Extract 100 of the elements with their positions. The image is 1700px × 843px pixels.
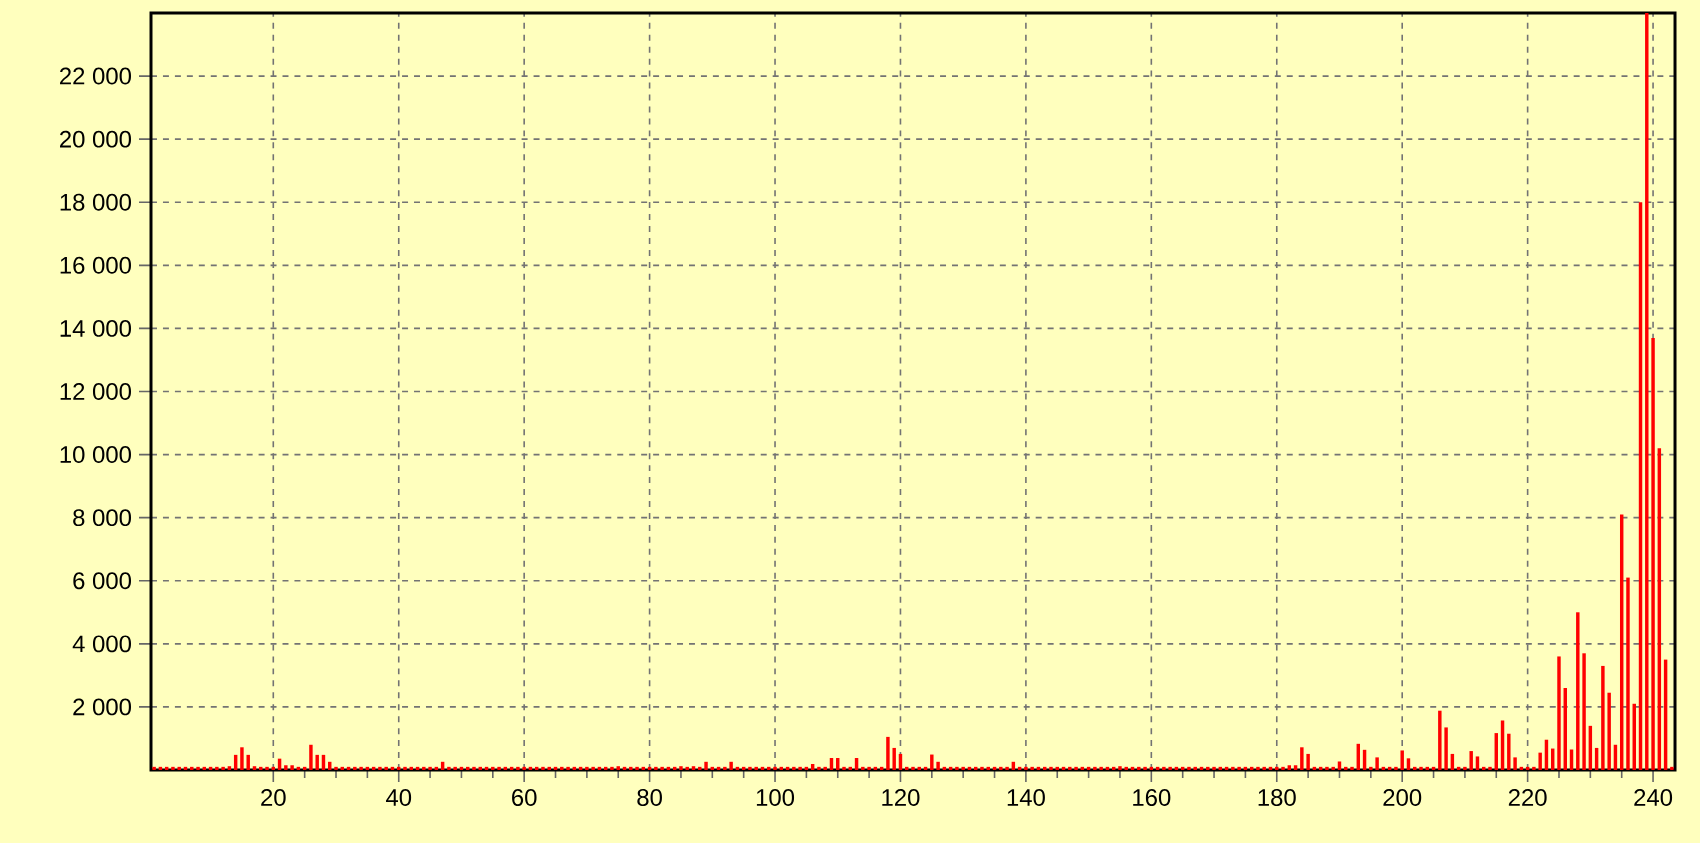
x-tick-label: 120 bbox=[882, 789, 920, 806]
bar bbox=[691, 766, 696, 770]
bar bbox=[171, 766, 175, 770]
bar bbox=[1469, 751, 1473, 770]
bar bbox=[817, 766, 821, 770]
bar bbox=[516, 766, 520, 770]
bar bbox=[284, 765, 288, 770]
bar bbox=[1670, 766, 1674, 770]
x-tick-label: 240 bbox=[1634, 789, 1673, 806]
x-tick-label: 80 bbox=[637, 789, 662, 806]
bar bbox=[1162, 766, 1166, 770]
bar bbox=[936, 761, 940, 770]
bar bbox=[1293, 765, 1298, 770]
bar bbox=[428, 766, 432, 770]
bar bbox=[1419, 766, 1423, 770]
bar bbox=[1369, 766, 1373, 770]
y-tick-label: 6 000 bbox=[73, 572, 131, 590]
bar bbox=[1049, 766, 1053, 770]
bar bbox=[1231, 766, 1235, 770]
bar bbox=[1212, 766, 1216, 770]
y-tick-label: 2 000 bbox=[73, 698, 131, 716]
bar bbox=[930, 754, 934, 770]
bar bbox=[1607, 692, 1611, 770]
bar bbox=[1005, 766, 1009, 770]
bar bbox=[290, 765, 294, 770]
bar bbox=[265, 766, 269, 770]
bar bbox=[309, 744, 313, 770]
bar bbox=[1118, 766, 1122, 770]
y-tick-label: 20 000 bbox=[60, 130, 131, 148]
bar bbox=[792, 766, 796, 770]
x-tick-label: 200 bbox=[1383, 789, 1422, 806]
bar bbox=[422, 766, 426, 770]
bar bbox=[196, 766, 200, 770]
bar bbox=[315, 754, 319, 770]
bar bbox=[842, 766, 846, 770]
bar bbox=[359, 766, 363, 770]
bar bbox=[635, 766, 639, 770]
bar bbox=[497, 766, 501, 770]
bar bbox=[252, 766, 257, 770]
bar bbox=[748, 766, 752, 770]
bar bbox=[221, 766, 225, 770]
bar bbox=[1068, 766, 1072, 770]
bar bbox=[453, 766, 457, 770]
bar bbox=[1287, 765, 1292, 770]
bar bbox=[1438, 710, 1442, 770]
y-tick-label: 10 000 bbox=[60, 446, 131, 464]
bar bbox=[1463, 766, 1467, 770]
bar bbox=[823, 766, 827, 770]
bar bbox=[1513, 757, 1517, 770]
bar bbox=[1137, 766, 1141, 770]
bar bbox=[353, 766, 357, 770]
bar bbox=[654, 766, 658, 770]
y-tick-label: 12 000 bbox=[60, 383, 131, 400]
bar bbox=[240, 747, 244, 770]
bar bbox=[227, 766, 232, 770]
bar bbox=[1256, 766, 1260, 770]
bar bbox=[1582, 653, 1586, 770]
bar bbox=[215, 766, 219, 770]
bar bbox=[1444, 727, 1448, 770]
bar bbox=[1538, 752, 1542, 770]
bar bbox=[522, 766, 526, 770]
bar bbox=[723, 766, 727, 770]
bar bbox=[1532, 766, 1536, 770]
bar bbox=[1507, 733, 1511, 770]
bar bbox=[955, 766, 959, 770]
bar bbox=[867, 766, 871, 770]
bar bbox=[1626, 577, 1630, 770]
bar bbox=[585, 766, 589, 770]
bar bbox=[704, 761, 708, 770]
bar bbox=[1099, 766, 1103, 770]
bar bbox=[980, 766, 984, 770]
bar bbox=[1168, 766, 1172, 770]
bar bbox=[541, 766, 545, 770]
x-tick-label: 60 bbox=[512, 789, 537, 806]
bar bbox=[1406, 758, 1411, 770]
bar bbox=[999, 766, 1003, 770]
bar bbox=[1325, 766, 1329, 770]
bar bbox=[1601, 665, 1605, 770]
bar bbox=[1651, 337, 1655, 770]
bar bbox=[892, 747, 896, 770]
x-tick-label: 40 bbox=[385, 789, 412, 806]
y-tick-label: 4 000 bbox=[72, 635, 131, 653]
x-tick-label: 20 bbox=[261, 789, 286, 806]
x-tick-label: 220 bbox=[1508, 789, 1547, 806]
bar bbox=[1337, 761, 1342, 770]
bar bbox=[403, 766, 407, 770]
bar bbox=[616, 766, 620, 770]
bar bbox=[334, 766, 338, 770]
bar bbox=[1394, 766, 1398, 770]
bar bbox=[1281, 766, 1285, 770]
bar bbox=[1074, 766, 1078, 770]
bar bbox=[754, 766, 758, 770]
bar bbox=[1300, 747, 1304, 770]
bar bbox=[152, 766, 156, 770]
bar bbox=[378, 766, 382, 770]
bar bbox=[1375, 757, 1379, 770]
bar bbox=[679, 766, 683, 770]
x-tick-label: 140 bbox=[1007, 789, 1045, 806]
bar bbox=[566, 766, 570, 770]
bar bbox=[629, 766, 633, 770]
